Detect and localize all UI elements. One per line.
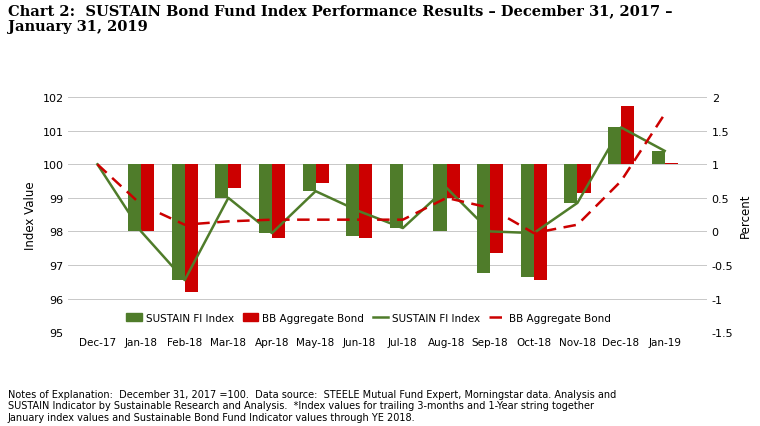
Text: Notes of Explanation:  December 31, 2017 =100.  Data source:  STEELE Mutual Fund: Notes of Explanation: December 31, 2017 … [8, 389, 616, 422]
Bar [172, 165, 185, 280]
Bar [272, 165, 285, 239]
Bar [128, 165, 141, 232]
Bar [315, 165, 328, 183]
Bar [346, 165, 359, 237]
Bar [302, 165, 315, 192]
Bar [578, 165, 591, 193]
Bar [259, 165, 272, 233]
Bar [390, 165, 403, 228]
Bar [359, 165, 372, 239]
Bar [185, 165, 198, 292]
Bar [477, 165, 490, 274]
Text: Chart 2:  SUSTAIN Bond Fund Index Performance Results – December 31, 2017 –
Janu: Chart 2: SUSTAIN Bond Fund Index Perform… [8, 4, 672, 35]
Y-axis label: Index Value: Index Value [24, 181, 36, 249]
Bar [665, 163, 678, 165]
Bar [565, 165, 578, 204]
Bar [534, 165, 547, 280]
Bar [490, 165, 503, 253]
Bar [521, 165, 534, 277]
Bar [215, 165, 228, 199]
Bar [651, 152, 665, 165]
Bar [433, 165, 447, 232]
Bar [621, 106, 634, 165]
Bar [608, 128, 621, 165]
Y-axis label: Percent: Percent [739, 193, 752, 237]
Legend: SUSTAIN FI Index, BB Aggregate Bond, SUSTAIN FI Index, BB Aggregate Bond: SUSTAIN FI Index, BB Aggregate Bond, SUS… [122, 309, 615, 327]
Bar [141, 165, 154, 232]
Bar [228, 165, 242, 188]
Bar [447, 165, 460, 199]
